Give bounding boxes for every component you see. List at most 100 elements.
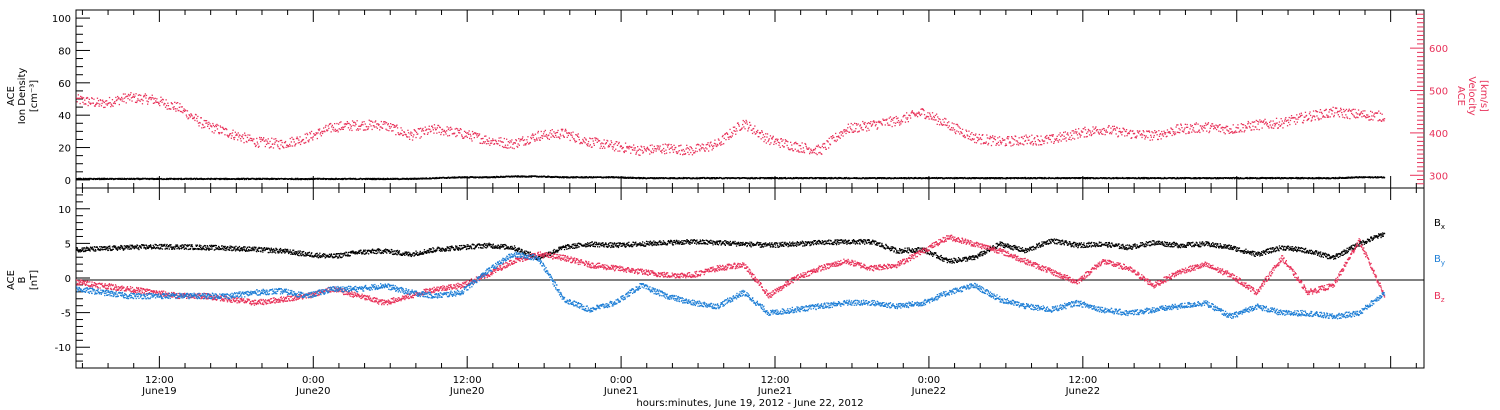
velocity-series — [76, 92, 1386, 156]
velocity-point — [331, 124, 333, 126]
velocity-point — [339, 121, 341, 124]
density-point — [453, 177, 455, 179]
velocity-point — [953, 129, 956, 131]
velocity-point — [1260, 121, 1262, 123]
velocity-point — [173, 108, 175, 110]
velocity-point — [125, 96, 127, 98]
velocity-point — [1158, 130, 1160, 132]
velocity-point — [1144, 138, 1146, 140]
velocity-point — [1370, 118, 1372, 120]
density-point — [658, 178, 660, 180]
velocity-point — [591, 146, 593, 148]
velocity-point — [196, 120, 198, 122]
velocity-point — [1262, 121, 1264, 123]
velocity-point — [1083, 128, 1085, 130]
velocity-point — [965, 129, 967, 131]
velocity-point — [1047, 136, 1050, 139]
velocity-point — [444, 130, 446, 133]
density-point — [223, 178, 226, 181]
density-point — [415, 178, 417, 180]
velocity-point — [646, 146, 649, 148]
density-point — [266, 177, 269, 180]
density-point — [428, 178, 431, 180]
density-point — [848, 177, 850, 179]
velocity-point — [1306, 119, 1308, 122]
velocity-point — [357, 128, 359, 130]
velocity-point — [1351, 109, 1353, 111]
velocity-point — [1069, 136, 1071, 138]
velocity-point — [1030, 141, 1032, 143]
velocity-point — [482, 141, 485, 143]
density-point — [256, 178, 258, 180]
density-point — [893, 177, 895, 180]
velocity-point — [1004, 139, 1006, 141]
velocity-point — [1117, 135, 1120, 137]
density-point — [261, 178, 264, 180]
velocity-point — [130, 92, 132, 94]
velocity-point — [410, 131, 412, 133]
density-point — [654, 178, 656, 180]
velocity-point — [408, 136, 410, 138]
density-point — [391, 178, 394, 180]
velocity-point — [177, 102, 179, 104]
velocity-point — [334, 128, 336, 130]
density-point — [986, 177, 988, 179]
density-point — [1013, 177, 1015, 179]
density-point — [907, 177, 909, 180]
velocity-point — [1091, 130, 1094, 132]
velocity-point — [594, 137, 596, 139]
velocity-point — [1017, 142, 1019, 144]
density-point — [258, 177, 261, 180]
velocity-point — [1049, 138, 1051, 141]
velocity-point — [914, 114, 916, 116]
density-point — [240, 178, 242, 180]
density-point — [767, 177, 769, 180]
velocity-point — [373, 126, 376, 128]
velocity-point — [78, 97, 81, 99]
velocity-point — [797, 149, 799, 151]
velocity-point — [1362, 110, 1364, 112]
density-point — [695, 177, 698, 180]
velocity-point — [816, 153, 818, 156]
velocity-point — [678, 145, 680, 147]
velocity-point — [824, 143, 826, 145]
velocity-point — [763, 140, 765, 143]
velocity-point — [585, 139, 587, 141]
density-point — [153, 178, 155, 181]
velocity-point — [936, 113, 938, 115]
velocity-point — [1304, 111, 1307, 113]
velocity-point — [110, 103, 112, 105]
velocity-point — [951, 127, 953, 129]
density-point — [259, 177, 262, 180]
velocity-point — [890, 120, 892, 122]
velocity-point — [1025, 134, 1027, 136]
velocity-point — [867, 127, 869, 129]
velocity-point — [403, 131, 406, 133]
velocity-point — [1109, 131, 1111, 134]
velocity-point — [1076, 131, 1078, 133]
velocity-point — [348, 122, 350, 125]
velocity-point — [518, 144, 520, 146]
density-point — [572, 177, 574, 179]
velocity-point — [569, 139, 571, 142]
density-point — [424, 177, 426, 179]
velocity-point — [473, 137, 475, 139]
velocity-point — [289, 143, 291, 146]
velocity-point — [639, 149, 642, 151]
velocity-point — [1285, 117, 1287, 119]
density-point — [382, 177, 384, 180]
velocity-point — [642, 151, 645, 153]
velocity-point — [884, 119, 886, 121]
velocity-point — [87, 97, 89, 99]
velocity-point — [1245, 126, 1248, 128]
velocity-point — [291, 136, 293, 139]
density-point — [1000, 178, 1002, 180]
velocity-point — [239, 134, 241, 137]
velocity-point — [1231, 130, 1233, 133]
density-point — [161, 177, 163, 180]
velocity-point — [1166, 129, 1169, 131]
density-point — [562, 176, 564, 178]
velocity-point — [1230, 128, 1232, 130]
velocity-point — [196, 117, 198, 120]
velocity-point — [1137, 131, 1139, 133]
